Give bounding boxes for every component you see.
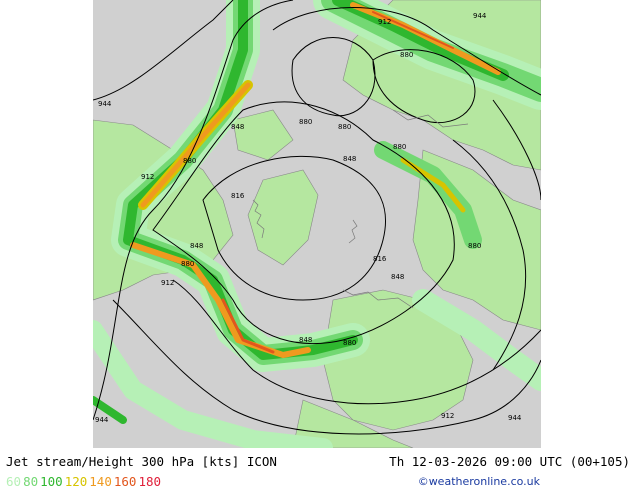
land-greenland: [247, 169, 319, 266]
contour-labels: 944 912 944 880 848 880 880 880 848 880 …: [95, 12, 522, 424]
jet-stream-bands: [83, 0, 561, 458]
contour-label: 880: [299, 118, 312, 126]
contour-label: 848: [299, 336, 312, 344]
contour-label: 944: [473, 12, 487, 20]
legend-level-160: 160: [113, 474, 137, 489]
coastlines: [252, 109, 469, 309]
legend-level-80: 80: [23, 474, 39, 489]
legend-level-60: 60: [6, 474, 22, 489]
contour-label: 944: [98, 100, 112, 108]
contour-label: 880: [181, 260, 194, 268]
contour-label: 880: [183, 157, 196, 165]
contour-label: 880: [338, 123, 351, 131]
contour-label: 880: [343, 339, 356, 347]
contour-label: 880: [468, 242, 481, 250]
jet-stream-map: 944 912 944 880 848 880 880 880 848 880 …: [83, 0, 561, 458]
contour-label: 912: [141, 173, 154, 181]
map-title: Jet stream/Height 300 hPa [kts] ICON: [6, 454, 277, 469]
legend-level-140: 140: [89, 474, 112, 489]
legend-level-120: 120: [64, 474, 88, 489]
land-arctic-islands: [232, 109, 294, 161]
contour-label: 848: [231, 123, 244, 131]
forecast-datetime: Th 12-03-2026 09:00 UTC (00+105): [389, 454, 630, 469]
map-canvas: 944 912 944 880 848 880 880 880 848 880 …: [83, 0, 561, 458]
contour-label: 880: [400, 51, 413, 59]
footer: Jet stream/Height 300 hPa [kts] ICON Th …: [0, 448, 634, 490]
contour-label: 848: [391, 273, 404, 281]
contour-label: 944: [95, 416, 109, 424]
contour-label: 816: [231, 192, 245, 200]
contour-label: 848: [343, 155, 356, 163]
legend-level-180: 180: [138, 474, 162, 489]
contour-label: 912: [161, 279, 174, 287]
credit-link[interactable]: ©weatheronline.co.uk: [417, 475, 540, 488]
contour-label: 848: [190, 242, 203, 250]
speed-legend: 60 80 100 120 140 160 180: [6, 474, 163, 489]
contour-label: 912: [378, 18, 391, 26]
contour-label: 944: [508, 414, 522, 422]
contour-label: 816: [373, 255, 387, 263]
contour-label: 880: [393, 143, 406, 151]
legend-level-100: 100: [40, 474, 63, 489]
contour-label: 912: [441, 412, 454, 420]
height-contours: [92, 0, 542, 435]
